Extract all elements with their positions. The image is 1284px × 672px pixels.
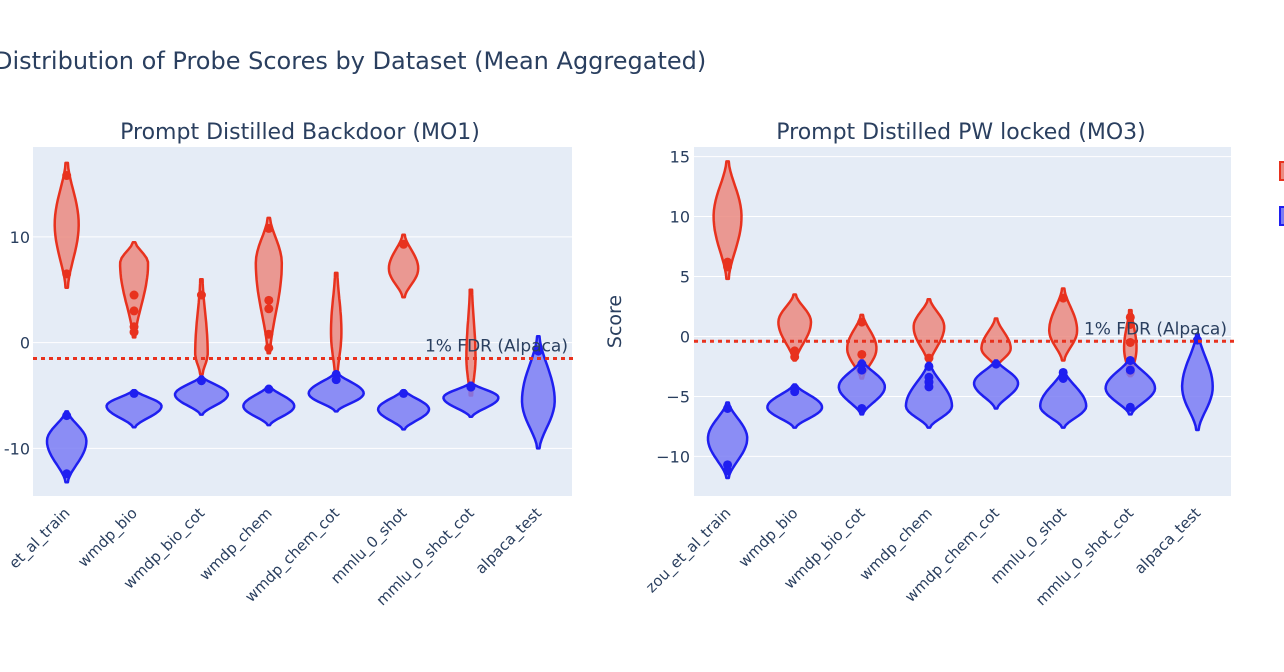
violin-blue-wmdp_bio (766, 383, 824, 429)
outlier-point-red (264, 223, 274, 233)
violin-blue-wmdp_bio_cot (837, 359, 887, 416)
y-tick-label: 10 (10, 228, 30, 247)
outlier-point-blue (790, 387, 800, 397)
outlier-point-blue (399, 388, 409, 398)
outlier-point-blue (62, 411, 72, 421)
outlier-point-red (62, 171, 72, 181)
y-tick-label: 5 (680, 268, 690, 287)
outlier-point-red (264, 295, 274, 305)
violin-blue-mmlu_0_shot (376, 388, 431, 431)
y-tick-label: -10 (4, 439, 30, 458)
outlier-point-blue (1058, 373, 1068, 383)
outlier-point-red (1125, 319, 1135, 329)
threshold-label: 1% FDR (Alpaca) (1084, 319, 1227, 339)
outlier-point-blue (924, 361, 934, 371)
outlier-point-red (196, 290, 206, 300)
violin-red-mmlu_0_shot (387, 233, 420, 299)
outlier-point-blue (466, 382, 476, 392)
subplot-backdoor: -10 0 10 Prompt Distilled Backdoor (MO1) et_… (4, 120, 575, 610)
figure-title: Distribution of Probe Scores by Dataset … (0, 47, 706, 75)
subplot-pw-locked: −10 −5 0 5 10 15 Prompt Distilled PW locked (M… (604, 120, 1234, 610)
outlier-point-blue (723, 466, 733, 476)
violin-red-wmdp_bio_cot (193, 277, 209, 376)
outlier-point-blue (991, 359, 1001, 369)
outlier-point-blue (533, 346, 543, 356)
outlier-point-blue (331, 375, 341, 385)
violin-blue-wmdp_chem (904, 361, 954, 429)
y-tick-label: −5 (666, 387, 690, 406)
outlier-point-red (924, 353, 934, 363)
outlier-point-blue (723, 403, 733, 413)
outlier-point-blue (1125, 355, 1135, 365)
outlier-point-red (264, 304, 274, 314)
subplot-title: Prompt Distilled Backdoor (MO1) (120, 120, 480, 145)
threshold-label: 1% FDR (Alpaca) (425, 337, 568, 357)
outlier-point-red (129, 327, 139, 337)
x-tick-label: et_al_train (5, 504, 74, 573)
outlier-point-red (264, 343, 274, 353)
outlier-point-red (1058, 293, 1068, 303)
outlier-point-blue (62, 469, 72, 479)
outlier-point-blue (1125, 365, 1135, 375)
outlier-point-blue (129, 388, 139, 398)
violin-blue-mmlu_0_shot_cot (442, 381, 500, 418)
outlier-point-red (62, 269, 72, 279)
outlier-point-red (129, 306, 139, 316)
violin-blue-zou_et_al_train (706, 401, 749, 480)
violin-blue-mmlu_0_shot_cot (1104, 356, 1157, 416)
violin-blue-zou_et_al_train (45, 410, 88, 484)
legend-swatch-red (1279, 161, 1284, 181)
y-tick-label: 10 (670, 208, 690, 227)
legend-swatch-blue (1279, 206, 1284, 226)
violin-blue-wmdp_chem (242, 384, 296, 427)
violin-red-wmdp_bio (118, 240, 150, 339)
x-tick-label: wmdp_bio (735, 504, 802, 571)
outlier-point-blue (196, 376, 206, 386)
outlier-point-red (857, 349, 867, 359)
x-tick-label: zou_et_al_train (642, 504, 735, 597)
y-tick-label: 15 (670, 148, 690, 167)
legend[interactable] (1279, 161, 1284, 226)
y-tick-label: 0 (680, 327, 690, 346)
outlier-point-red (129, 290, 139, 300)
y-tick-label: 0 (20, 334, 30, 353)
outlier-point-blue (1125, 402, 1135, 412)
outlier-point-red (264, 329, 274, 339)
outlier-point-blue (924, 382, 934, 392)
subplot-title: Prompt Distilled PW locked (MO3) (776, 120, 1145, 145)
x-tick-label: alpaca_test (472, 504, 546, 578)
outlier-point-blue (857, 365, 867, 375)
violin-red-wmdp_chem (254, 216, 284, 355)
violin-red-zou_et_al_train (53, 161, 80, 289)
plot-area (33, 147, 572, 496)
violin-blue-wmdp_bio_cot (173, 375, 230, 416)
x-tick-label: alpaca_test (1131, 504, 1205, 578)
outlier-point-red (1125, 312, 1135, 322)
outlier-point-red (790, 352, 800, 362)
outlier-point-blue (264, 384, 274, 394)
y-axis-label: Score (604, 295, 626, 348)
violin-blue-wmdp_chem_cot (972, 359, 1020, 410)
violin-blue-mmlu_0_shot (1038, 368, 1088, 429)
violin-blue-alpaca_test (1180, 332, 1214, 432)
outlier-point-blue (857, 403, 867, 413)
outlier-point-red (723, 262, 733, 272)
violin-blue-wmdp_bio (105, 388, 163, 429)
violin-blue-alpaca_test (520, 335, 556, 450)
violin-red-zou_et_al_train (712, 160, 743, 281)
outlier-point-red (857, 317, 867, 327)
x-tick-label: wmdp_bio (74, 504, 141, 571)
outlier-point-red (399, 239, 409, 249)
violin-blue-wmdp_chem_cot (307, 371, 365, 413)
y-tick-label: −10 (656, 447, 690, 466)
